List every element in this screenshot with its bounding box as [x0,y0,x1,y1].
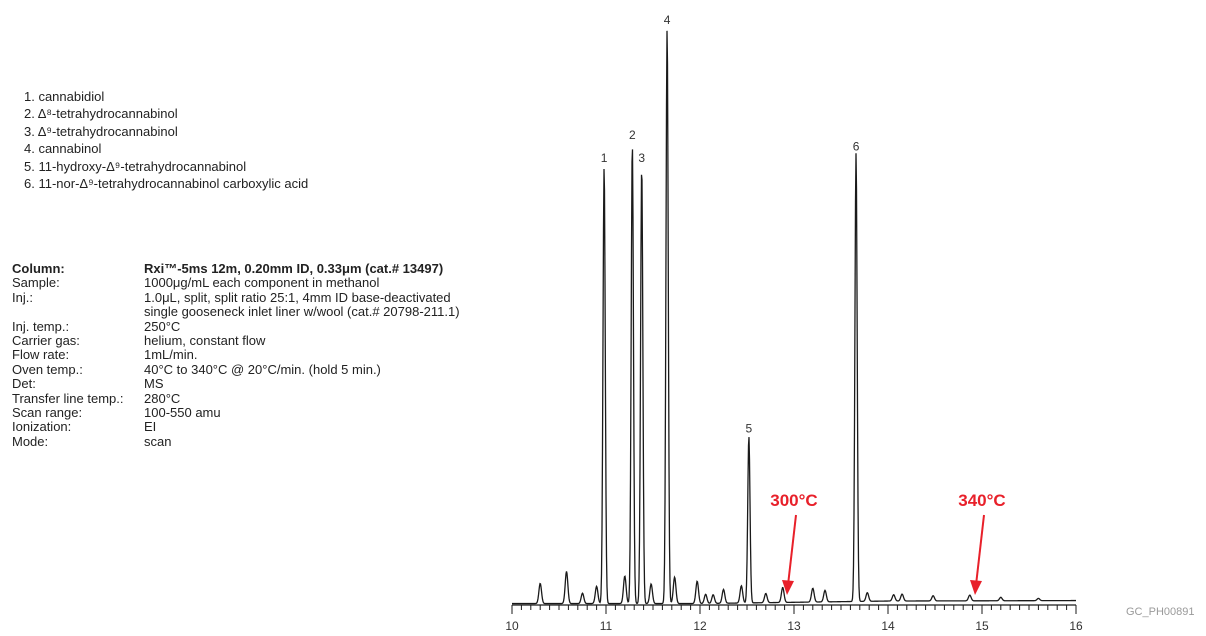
condition-value: 1000μg/mL each component in methanol [144,275,380,291]
x-tick-label: 15 [975,619,989,633]
compound-item: 3. Δ⁹-tetrahydrocannabinol [24,123,178,139]
compound-item: 5. 11-hydroxy-Δ⁹-tetrahydrocannabinol [24,158,247,174]
condition-key: Inj. temp.: [12,318,70,334]
condition-key: Column: [12,261,65,276]
peak-label: 5 [746,421,753,435]
reference-code: GC_PH00891 [1126,606,1195,618]
condition-row: Transfer line temp.: 280°C [12,390,460,406]
peak-label: 6 [853,140,860,154]
condition-key: Sample: [12,275,60,291]
compound-item: 6. 11-nor-Δ⁹-tetrahydrocannabinol carbox… [24,176,309,192]
x-tick-label: 14 [881,619,895,633]
peak-label: 2 [629,128,636,142]
condition-value: 100-550 amu [144,405,221,421]
condition-row: single gooseneck inlet liner w/wool (cat… [12,304,460,320]
condition-key: Inj.: [12,289,33,305]
compound-list: 1. cannabidiol 2. Δ⁸-tetrahydrocannabino… [24,88,308,192]
condition-value: scan [144,433,172,449]
conditions-table: Column: Rxi™-5ms 12m, 0.20mm ID, 0.33μm (… [12,261,460,449]
condition-row: Oven temp.: 40°C to 340°C @ 20°C/min. (ho… [12,361,460,377]
condition-value: 1mL/min. [144,347,198,363]
condition-key: Oven temp.: [12,361,83,377]
condition-row: Ionization: EI [12,419,460,435]
annotation-arrow-shaft [975,514,985,586]
signal-trace [512,30,1076,605]
condition-value: helium, constant flow [144,333,266,349]
condition-value: 280°C [144,390,181,406]
temperature-annotation: 340°C [958,491,1005,510]
x-tick-label: 11 [600,619,613,633]
condition-row: Sample: 1000μg/mL each component in metha… [12,275,460,291]
annotation-arrow-head [782,580,794,595]
condition-key: Transfer line temp.: [12,390,124,406]
condition-row: Mode: scan [12,433,460,449]
condition-value: 250°C [144,318,181,334]
condition-row: Inj.: 1.0μL, split, split ratio 25:1, 4mm… [12,289,460,305]
condition-key: Det: [12,376,36,392]
x-tick-label: 16 [1069,619,1083,633]
condition-value: Rxi™-5ms 12m, 0.20mm ID, 0.33μm (cat.# 1… [144,261,444,276]
condition-key: Carrier gas: [12,333,80,349]
condition-value: 1.0μL, split, split ratio 25:1, 4mm ID b… [144,289,451,305]
compound-item: 4. cannabinol [24,141,102,157]
condition-row: Scan range: 100-550 amu [12,405,460,421]
condition-value: MS [144,376,164,392]
condition-value: EI [144,419,157,435]
compound-item: 2. Δ⁸-tetrahydrocannabinol [24,106,178,122]
temperature-annotation: 300°C [770,491,817,510]
condition-value: single gooseneck inlet liner w/wool (cat… [144,304,460,320]
condition-key: Flow rate: [12,347,70,363]
peak-label: 1 [601,151,608,165]
condition-value: 40°C to 340°C @ 20°C/min. (hold 5 min.) [144,361,381,377]
x-tick-label: 13 [787,619,801,633]
condition-key: Scan range: [12,405,83,421]
peak-label: 4 [664,13,671,27]
peak-label: 3 [638,151,645,165]
condition-row: Carrier gas: helium, constant flow [12,333,460,349]
condition-row: Flow rate: 1mL/min. [12,347,460,363]
condition-row: Inj. temp.: 250°C [12,318,460,334]
x-tick-label: 10 [505,619,519,633]
condition-key: Ionization: [12,419,72,435]
condition-key: Mode: [12,433,49,449]
annotation-arrow-shaft [787,514,797,586]
x-tick-label: 12 [693,619,707,633]
compound-item: 1. cannabidiol [24,89,105,104]
condition-row: Det: MS [12,376,460,392]
annotation-arrow-head [970,580,982,595]
condition-row: Column: Rxi™-5ms 12m, 0.20mm ID, 0.33μm (… [12,261,460,276]
